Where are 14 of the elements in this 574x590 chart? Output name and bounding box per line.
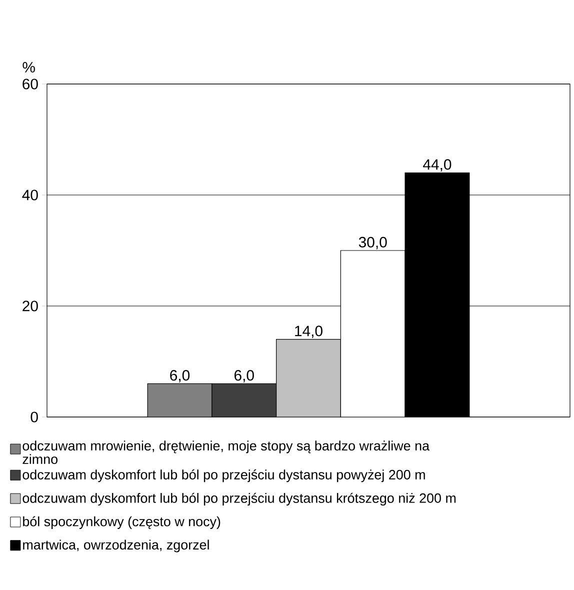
legend-label: martwica, owrzodzenia, zgorzel: [23, 540, 209, 552]
y-tick-label: 40: [22, 190, 38, 200]
legend-label: odczuwam dyskomfort lub ból po przejściu dystansu powyżej 200 m: [22, 469, 425, 482]
y-tick-label: 20: [22, 300, 38, 312]
data-label: 44,0: [423, 159, 452, 172]
data-label: 6,0: [170, 370, 190, 382]
legend-label: ból spoczynkowy (często w nocy): [23, 516, 220, 529]
data-label: 6,0: [234, 370, 254, 382]
y-axis-title: %: [22, 62, 35, 72]
legend-label: odczuwam dyskomfort lub ból po przejściu dystansu krótszego niż 200 m: [22, 492, 456, 506]
data-label: 14,0: [295, 326, 322, 338]
y-tick-label: 0: [30, 412, 38, 422]
data-label: 30,0: [358, 236, 387, 250]
y-tick-label: 60: [22, 78, 38, 90]
